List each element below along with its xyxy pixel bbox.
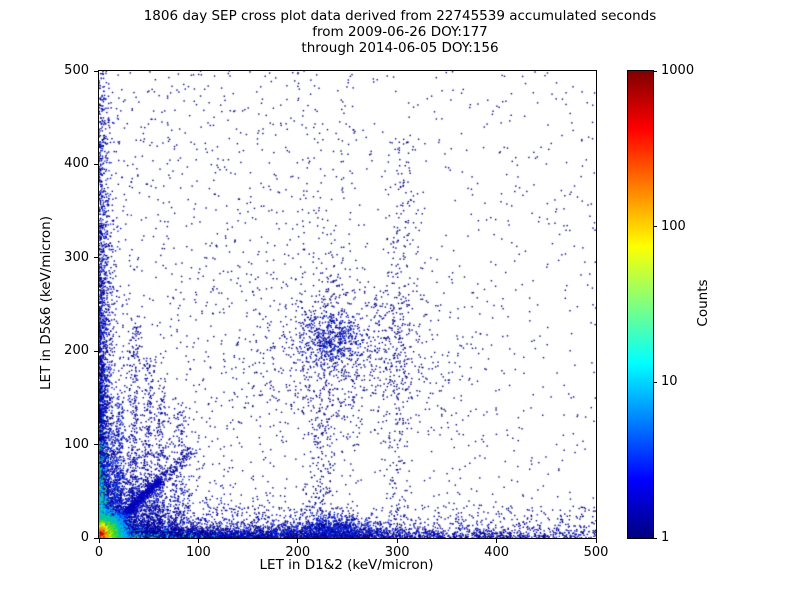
y-tick-label: 300 bbox=[64, 249, 89, 265]
y-tick-mark bbox=[94, 350, 99, 352]
x-tick-mark bbox=[595, 538, 597, 543]
x-tick-label: 500 bbox=[583, 545, 609, 560]
colorbar-tick-label: 1000 bbox=[661, 63, 695, 78]
x-tick-label: 300 bbox=[384, 545, 410, 560]
colorbar-tick-label: 1 bbox=[661, 530, 670, 545]
x-tick-label: 100 bbox=[185, 545, 211, 560]
y-tick-label: 400 bbox=[64, 156, 89, 172]
y-tick-label: 200 bbox=[64, 343, 89, 359]
y-tick-mark bbox=[94, 257, 99, 259]
x-tick-mark bbox=[496, 538, 498, 543]
title-line-3: through 2014-06-05 DOY:156 bbox=[301, 40, 499, 56]
x-tick-label: 200 bbox=[285, 545, 311, 560]
colorbar-tick-mark bbox=[653, 226, 657, 228]
x-tick-mark bbox=[396, 538, 398, 543]
y-tick-label: 0 bbox=[80, 530, 89, 545]
x-tick-label: 400 bbox=[484, 545, 509, 560]
y-tick-mark bbox=[94, 537, 99, 539]
colorbar-tick-label: 10 bbox=[661, 374, 678, 390]
scatter-canvas bbox=[99, 71, 596, 538]
y-tick-mark bbox=[94, 444, 99, 446]
y-tick-mark bbox=[94, 70, 99, 72]
x-tick-mark bbox=[197, 538, 199, 543]
title-line-1: 1806 day SEP cross plot data derived fro… bbox=[143, 8, 657, 24]
colorbar-label: Counts bbox=[695, 279, 711, 327]
x-tick-mark bbox=[98, 538, 100, 543]
y-tick-label: 100 bbox=[64, 436, 89, 452]
colorbar: 1 10 100 1000 bbox=[627, 63, 694, 545]
x-tick-label: 0 bbox=[94, 545, 104, 560]
x-axis-label: LET in D1&2 (keV/micron) bbox=[259, 557, 434, 573]
y-tick-label: 500 bbox=[64, 63, 89, 78]
colorbar-tick-mark bbox=[653, 537, 657, 539]
y-axis-label: LET in D5&6 (keV/micron) bbox=[38, 216, 54, 390]
plot-area: 0 100 200 300 400 500 0 100 200 300 400 500 bbox=[64, 63, 608, 560]
y-tick-mark bbox=[94, 163, 99, 165]
title-line-2: from 2009-06-26 DOY:177 bbox=[312, 24, 488, 40]
colorbar-tick-mark bbox=[653, 70, 657, 72]
chart-title: 1806 day SEP cross plot data derived fro… bbox=[0, 8, 800, 56]
colorbar-tick-label: 100 bbox=[661, 218, 686, 234]
x-tick-mark bbox=[297, 538, 299, 543]
colorbar-tick-mark bbox=[653, 381, 657, 383]
